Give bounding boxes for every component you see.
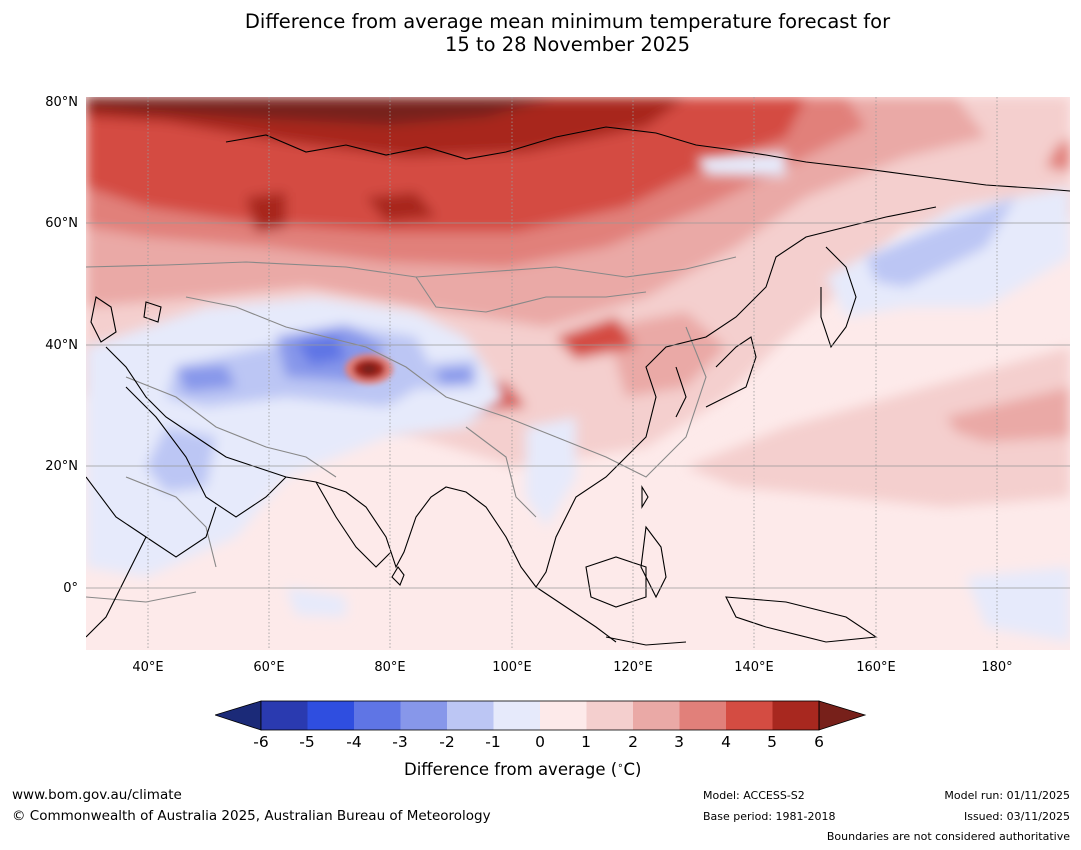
colorbar-tick-3: 3 — [674, 733, 684, 751]
colorbar-segment-2-3 — [633, 701, 680, 730]
footer-issued: Issued: 03/11/2025 — [963, 810, 1070, 823]
colorbar-tick-5: 5 — [767, 733, 777, 751]
footer-model: Model: ACCESS-S2 — [703, 789, 805, 802]
colorbar-tick-m6: -6 — [253, 733, 269, 751]
footer-website: www.bom.gov.au/climate — [12, 787, 182, 803]
colorbar-outline — [260, 700, 820, 731]
lon-label-160e: 160°E — [856, 660, 896, 675]
footer-model-run: Model run: 01/11/2025 — [944, 789, 1070, 802]
lon-label-120e: 120°E — [613, 660, 653, 675]
colorbar — [215, 700, 867, 731]
lon-label-100e: 100°E — [492, 660, 532, 675]
lon-label-180: 180° — [981, 660, 1013, 675]
colorbar-tick-4: 4 — [721, 733, 731, 751]
colorbar-tick-m1: -1 — [485, 733, 501, 751]
colorbar-tick-1: 1 — [581, 733, 591, 751]
colorbar-segment-0-1 — [540, 701, 587, 730]
tibet-hot-spot — [345, 354, 393, 384]
colorbar-segment-m4-m3 — [354, 701, 401, 730]
lon-label-140e: 140°E — [734, 660, 774, 675]
lon-label-80e: 80°E — [374, 660, 406, 675]
footer-copyright: © Commonwealth of Australia 2025, Austra… — [12, 808, 491, 824]
colorbar-title-unit: C) — [623, 760, 642, 779]
footer-disclaimer: Boundaries are not considered authoritat… — [826, 830, 1070, 843]
colorbar-title: Difference from average (∘C) — [404, 760, 642, 779]
map-title: Difference from average mean minimum tem… — [0, 10, 1081, 56]
colorbar-title-text: Difference from average ( — [404, 760, 618, 779]
footer-base-period: Base period: 1981-2018 — [703, 810, 836, 823]
colorbar-segment-3-4 — [679, 701, 726, 730]
colorbar-tick-m3: -3 — [392, 733, 408, 751]
colorbar-arrow-high — [818, 700, 867, 731]
colorbar-tick-2: 2 — [628, 733, 638, 751]
forecast-map — [86, 97, 1070, 650]
colorbar-tick-m2: -2 — [439, 733, 455, 751]
map-canvas — [86, 97, 1070, 650]
colorbar-segment-m6-m5 — [261, 701, 308, 730]
colorbar-tick-m5: -5 — [299, 733, 315, 751]
graticule — [86, 97, 1070, 650]
colorbar-tick-m4: -4 — [346, 733, 362, 751]
lat-label-80n: 80°N — [45, 95, 78, 110]
lat-label-0: 0° — [63, 581, 78, 596]
lat-label-20n: 20°N — [45, 459, 78, 474]
colorbar-tick-6: 6 — [814, 733, 824, 751]
colorbar-arrow-low — [215, 700, 262, 731]
colorbar-segment-5-6 — [772, 701, 819, 730]
cool-anomaly-fields — [86, 152, 1070, 642]
colorbar-tick-0: 0 — [535, 733, 545, 751]
colorbar-segment-m3-m2 — [400, 701, 447, 730]
lat-label-40n: 40°N — [45, 338, 78, 353]
colorbar-segment-4-5 — [726, 701, 773, 730]
colorbar-segment-1-2 — [586, 701, 633, 730]
title-line-2: 15 to 28 November 2025 — [444, 33, 691, 56]
warm-anomaly-fields — [86, 97, 1070, 507]
colorbar-segment-m1-0 — [493, 701, 540, 730]
colorbar-segment-m5-m4 — [307, 701, 354, 730]
title-line-1: Difference from average mean minimum tem… — [244, 10, 891, 33]
colorbar-segment-m2-m1 — [447, 701, 494, 730]
lon-label-40e: 40°E — [132, 660, 164, 675]
lat-label-60n: 60°N — [45, 216, 78, 231]
country-boundaries — [86, 256, 737, 603]
coastlines — [86, 126, 1070, 646]
lon-label-60e: 60°E — [253, 660, 285, 675]
